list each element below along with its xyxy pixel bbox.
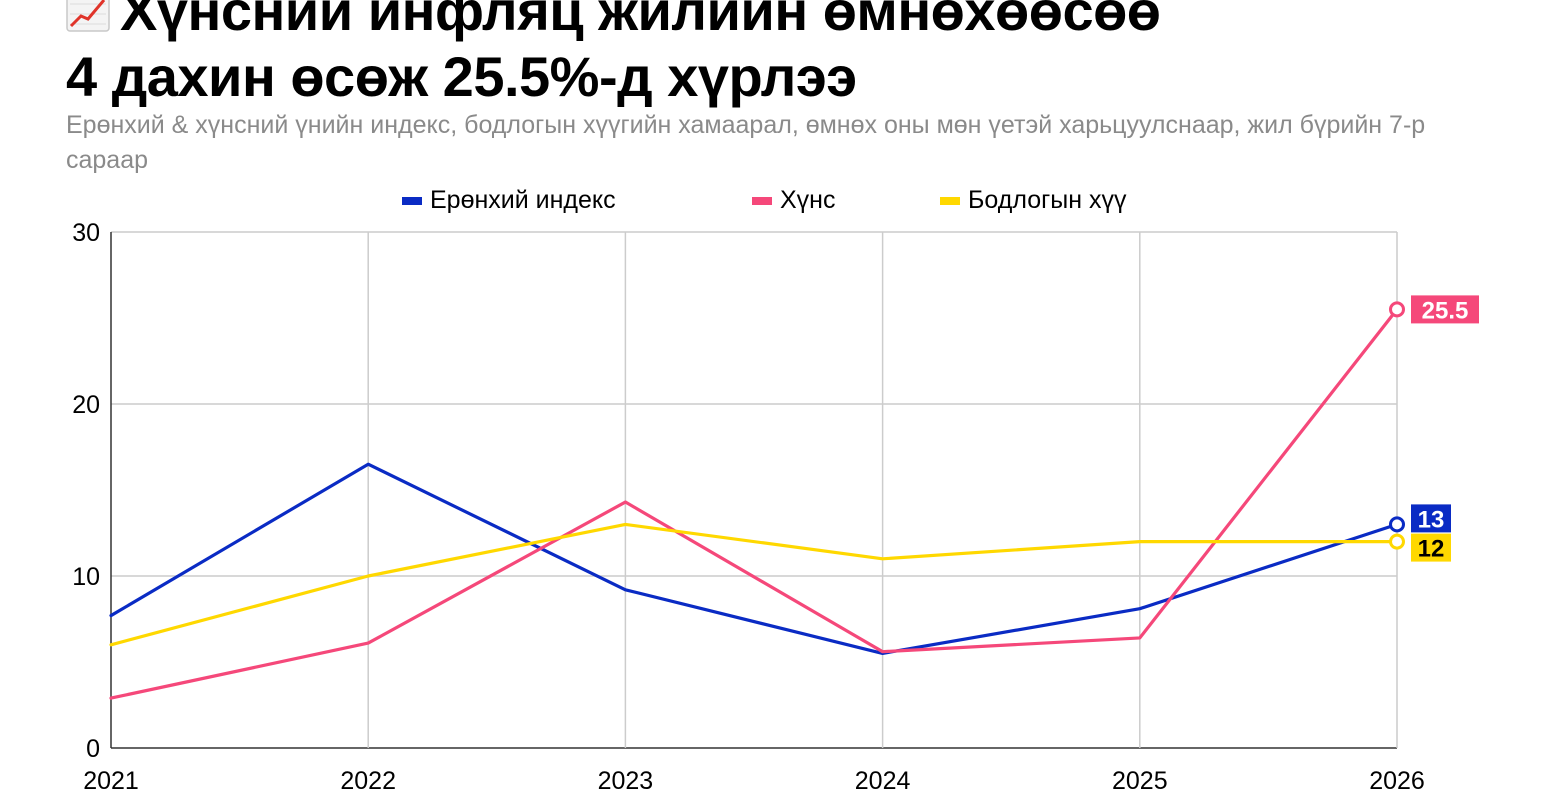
legend-label-food: Хүнс [780,186,836,214]
chart-increasing-icon [66,0,110,32]
series-line [109,462,1399,656]
end-point-marker [1389,533,1405,550]
legend-swatch-general-index [402,196,422,205]
legend-item-policy-rate: Бодлогын хүү [940,186,1126,215]
end-value-label: 12 [1418,536,1445,563]
legend-swatch-policy-rate [940,196,960,205]
y-tick-label: 0 [86,735,100,763]
x-tick-label: 2025 [1112,767,1168,795]
end-value-label: 25.5 [1422,297,1469,324]
y-tick-label: 10 [72,563,100,591]
legend-swatch-food [752,196,772,205]
x-tick-label: 2022 [340,767,396,795]
chart-subtitle: Ерөнхий & хүнсний үнийн индекс, бодлогын… [66,111,1426,174]
legend-label-policy-rate: Бодлогын хүү [968,186,1127,214]
end-point-marker [1389,516,1405,533]
series-line [109,522,1399,647]
page-title: Хүнсний инфляц жилийн өмнөхөөсөө 4 дахин… [66,0,1536,110]
end-label-bg [1411,295,1479,324]
end-point-marker [1389,301,1405,318]
legend-label-general-index: Ерөнхий индекс [430,186,616,214]
legend-item-general-index: Ерөнхий индекс [402,186,616,215]
y-tick-label: 30 [72,219,100,247]
x-tick-label: 2023 [598,767,654,795]
y-tick-label: 20 [72,391,100,419]
title-text: Хүнсний инфляц жилийн өмнөхөөсөө 4 дахин… [66,0,1161,108]
series-line [109,307,1399,700]
end-value-label: 13 [1418,506,1445,533]
x-tick-label: 2021 [83,767,139,795]
end-label-bg [1411,504,1451,533]
legend-item-food: Хүнс [752,186,835,215]
x-tick-label: 2024 [855,767,911,795]
end-label-bg [1411,533,1451,562]
chart-legend: Ерөнхий индекс Хүнс Бодлогын хүү [0,186,1556,218]
x-tick-label: 2026 [1369,767,1425,795]
